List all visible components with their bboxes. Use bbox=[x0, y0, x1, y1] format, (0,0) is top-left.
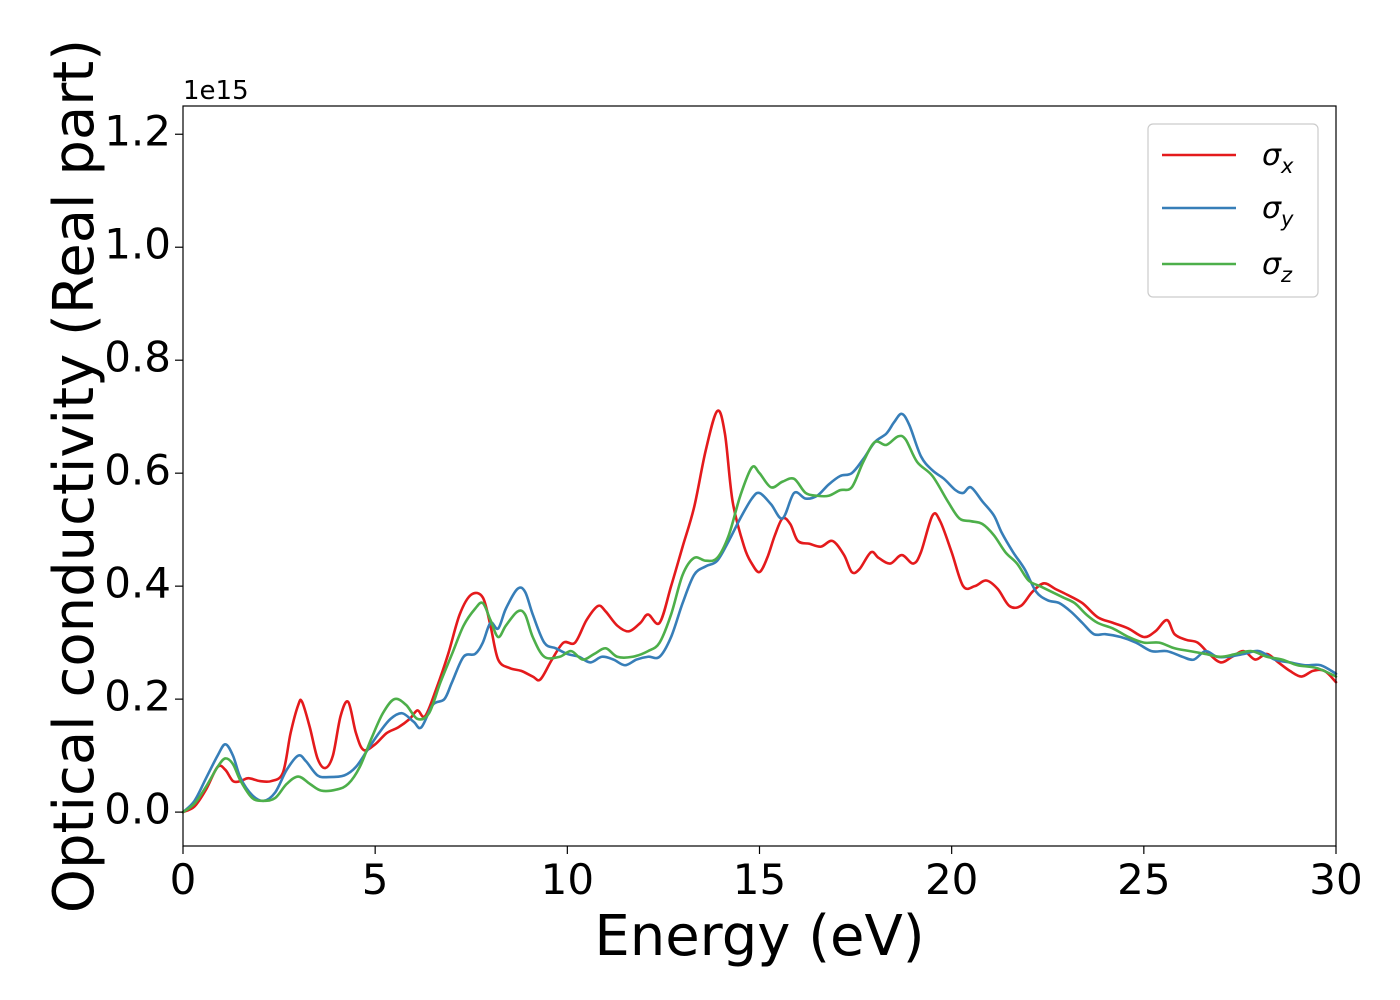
legend-label-z: σz bbox=[1262, 247, 1293, 287]
y-tick-label: 0.0 bbox=[104, 785, 171, 834]
y-tick-label: 0.2 bbox=[104, 672, 171, 721]
y-tick-label: 0.8 bbox=[104, 333, 171, 382]
y-tick-label: 0.6 bbox=[104, 446, 171, 495]
legend-box bbox=[1147, 123, 1319, 298]
series-layer bbox=[181, 409, 1338, 814]
x-tick-label: 5 bbox=[362, 855, 389, 904]
legend: σx σy σz bbox=[1147, 123, 1319, 298]
x-axis: 0 5 10 15 20 25 30 bbox=[170, 846, 1363, 904]
series-line-z bbox=[181, 434, 1338, 814]
y-offset-label: 1e15 bbox=[183, 76, 249, 106]
x-axis-label: Energy (eV) bbox=[594, 904, 924, 969]
series-line-x bbox=[181, 409, 1338, 814]
x-tick-label: 15 bbox=[733, 855, 786, 904]
y-tick-label: 0.4 bbox=[104, 559, 171, 608]
y-tick-label: 1.0 bbox=[104, 220, 171, 269]
plot-area bbox=[183, 106, 1336, 846]
x-tick-label: 25 bbox=[1117, 855, 1170, 904]
x-tick-label: 30 bbox=[1309, 855, 1362, 904]
x-tick-label: 10 bbox=[541, 855, 594, 904]
x-tick-label: 0 bbox=[170, 855, 197, 904]
x-tick-label: 20 bbox=[925, 855, 978, 904]
legend-label-x: σx bbox=[1262, 138, 1294, 178]
y-axis-label: Optical conductivity (Real part) bbox=[42, 39, 107, 913]
legend-label-y: σy bbox=[1262, 191, 1294, 231]
legend-entries: σx σy σz bbox=[1162, 138, 1294, 287]
y-tick-label: 1.2 bbox=[104, 107, 171, 156]
y-axis: 0.0 0.2 0.4 0.6 0.8 1.0 1.2 bbox=[104, 107, 183, 834]
